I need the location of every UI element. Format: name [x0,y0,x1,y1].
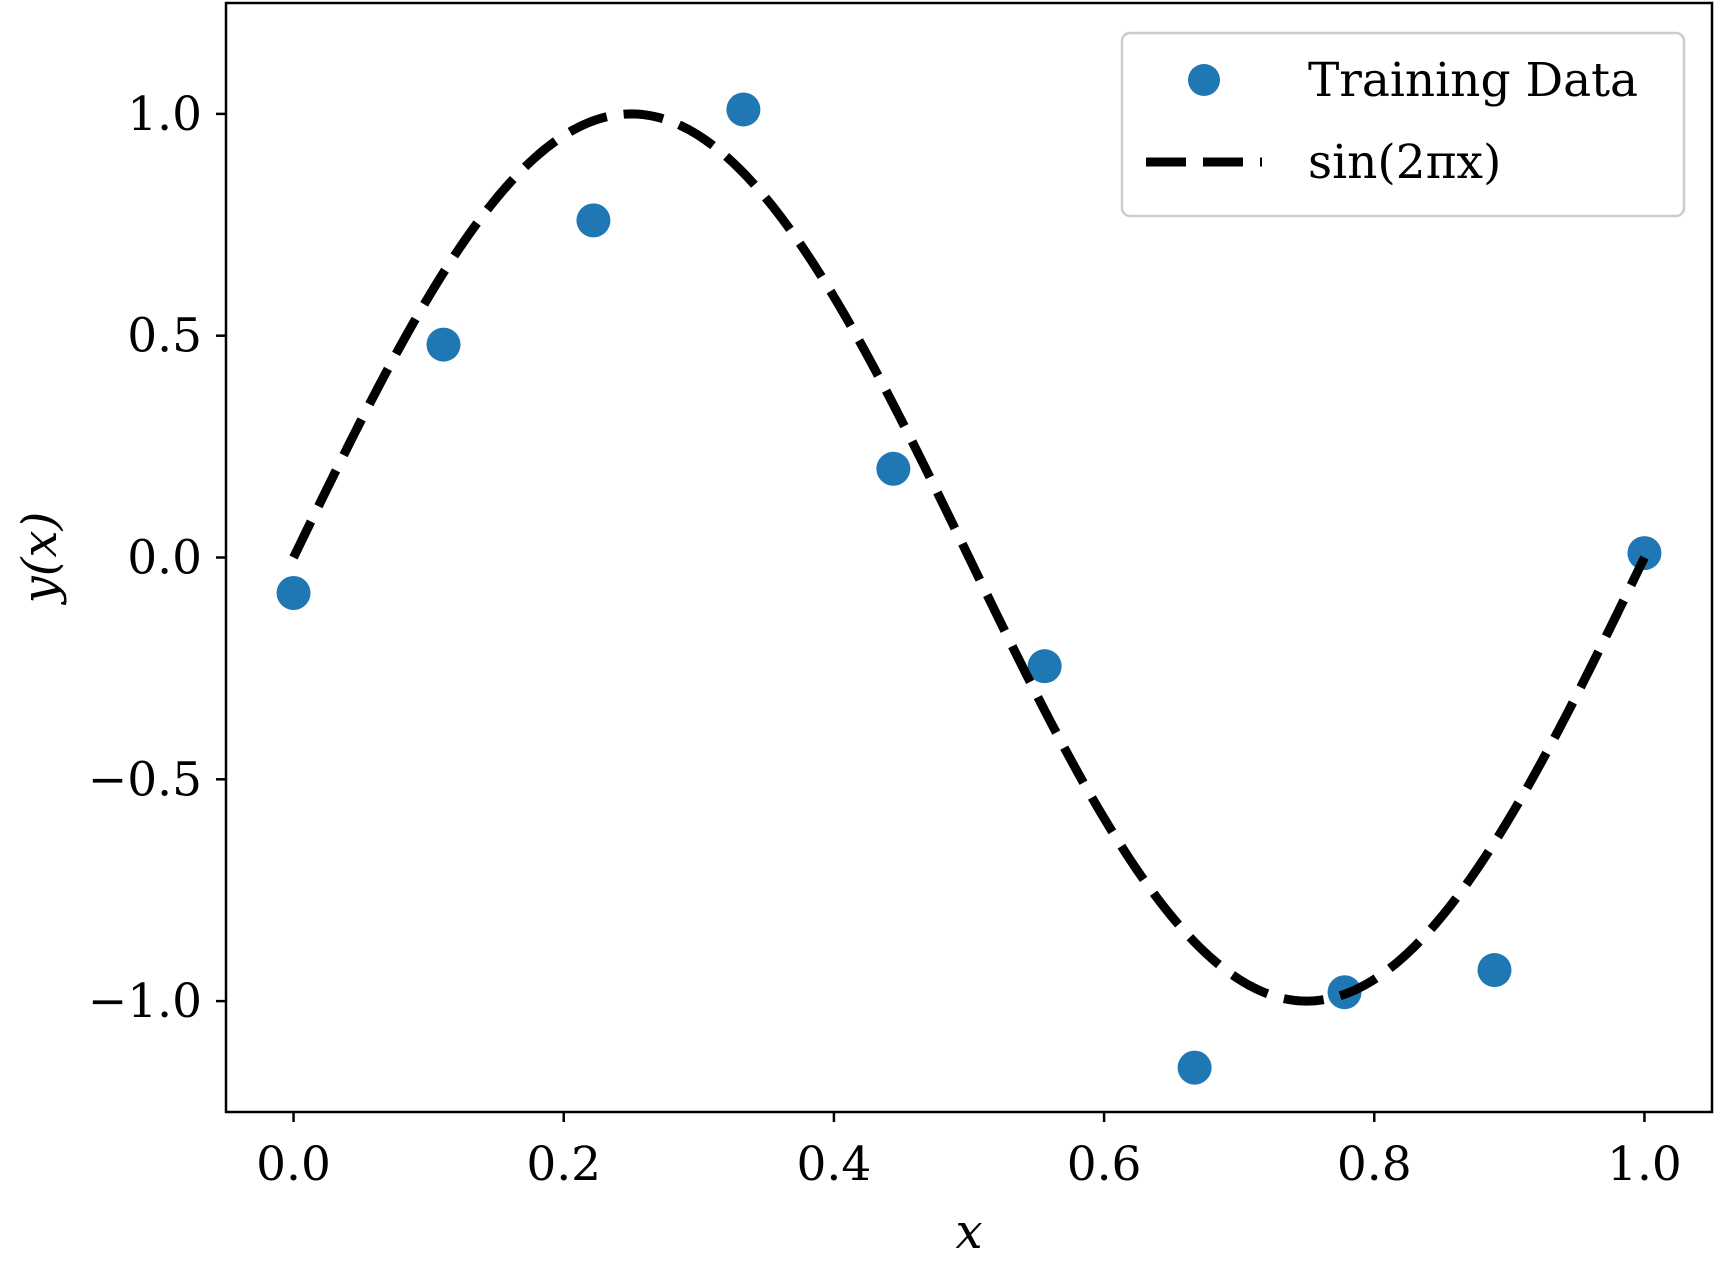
legend-box [1120,31,1686,218]
y-tick-label-3: −0.5 [88,752,202,807]
data-point-2 [576,203,611,238]
x-tick-label-5: 1.0 [1607,1137,1682,1192]
data-point-4 [876,451,911,486]
y-tick-label-4: −1.0 [88,974,202,1029]
legend: Training Data sin(2πx) [1120,31,1686,218]
data-point-6 [1177,1050,1212,1085]
legend-label-training-data: Training Data [1308,53,1638,108]
data-point-9 [1627,536,1662,571]
y-tick-label-2: 0.0 [127,531,202,586]
data-point-5 [1027,649,1062,684]
sine-curve [289,109,1649,1006]
y-tick-label-0: 1.0 [127,87,202,142]
x-tick-label-3: 0.6 [1067,1137,1142,1192]
data-point-1 [426,327,461,362]
x-tick-label-1: 0.2 [526,1137,601,1192]
x-tick-label-2: 0.4 [797,1137,872,1192]
legend-marker-training-data [1188,64,1220,96]
x-tick-label-0: 0.0 [256,1137,331,1192]
data-point-8 [1477,953,1512,988]
x-axis-label: x [955,1204,982,1260]
x-tick-label-4: 0.8 [1337,1137,1412,1192]
x-axis: 0.0 0.2 0.4 0.6 0.8 1.0 [256,1112,1682,1192]
y-tick-label-1: 0.5 [127,309,202,364]
data-point-3 [726,92,761,127]
plot-area [276,92,1662,1085]
y-axis: 1.0 0.5 0.0 −0.5 −1.0 [88,87,226,1029]
y-axis-label: y(x) [12,512,68,606]
legend-label-sine: sin(2πx) [1308,135,1501,190]
data-point-0 [276,575,311,610]
